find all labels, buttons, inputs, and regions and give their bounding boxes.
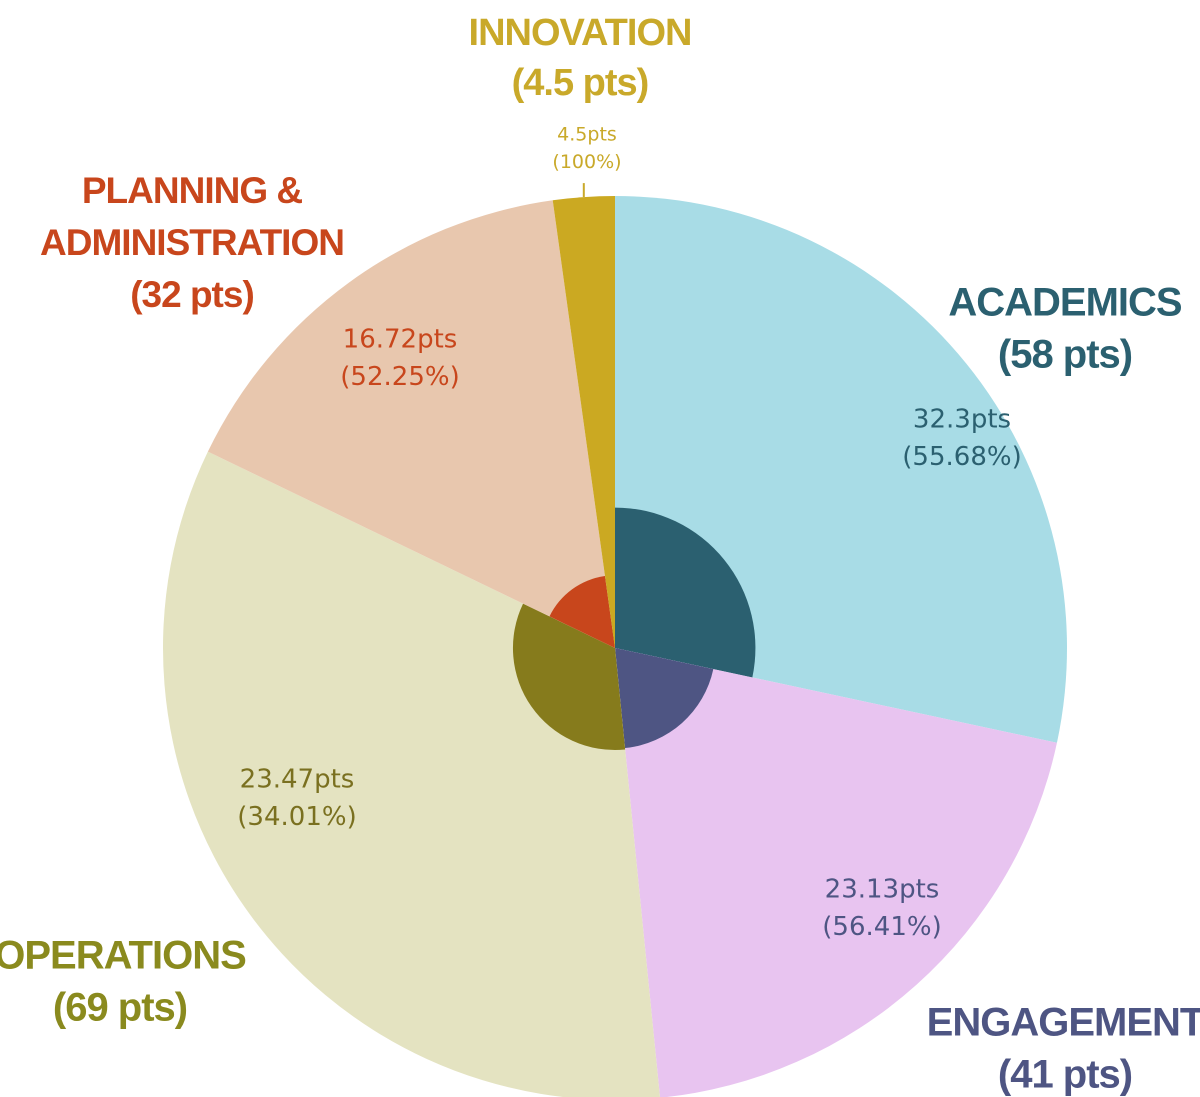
earned-label-planning-administration: 16.72pts bbox=[343, 325, 458, 355]
category-name-engagement: ENGAGEMENT bbox=[927, 1001, 1200, 1045]
category-name-planning-administration: PLANNING & bbox=[82, 170, 303, 211]
category-name-academics: ACADEMICS bbox=[948, 281, 1182, 325]
percent-label-engagement: (56.41%) bbox=[822, 912, 941, 942]
inner-slice-engagement bbox=[615, 648, 714, 749]
category-total-operations: (69 pts) bbox=[53, 986, 187, 1030]
outer-slice-innovation bbox=[552, 195, 615, 648]
category-name-operations: OPERATIONS bbox=[0, 934, 246, 978]
percent-label-innovation: (100%) bbox=[552, 151, 621, 173]
inner-slice-innovation bbox=[612, 628, 615, 648]
earned-label-innovation: 4.5pts bbox=[557, 124, 617, 146]
inner-slice-operations bbox=[512, 603, 626, 751]
percent-label-operations: (34.01%) bbox=[237, 802, 356, 832]
outer-slice-planning-administration bbox=[207, 200, 615, 648]
outer-slice-engagement bbox=[615, 648, 1057, 1097]
earned-label-academics: 32.3pts bbox=[913, 405, 1011, 435]
category-total-innovation: (4.5 pts) bbox=[512, 62, 649, 104]
category-name-innovation: INNOVATION bbox=[469, 12, 692, 54]
category-name-planning-administration: ADMINISTRATION bbox=[40, 222, 344, 263]
earned-label-engagement: 23.13pts bbox=[825, 875, 940, 905]
category-total-academics: (58 pts) bbox=[998, 333, 1132, 377]
earned-label-operations: 23.47pts bbox=[240, 765, 355, 795]
percent-label-planning-administration: (52.25%) bbox=[340, 362, 459, 392]
inner-slice-planning-administration bbox=[549, 576, 615, 648]
category-total-engagement: (41 pts) bbox=[998, 1053, 1132, 1097]
percent-label-academics: (55.68%) bbox=[902, 442, 1021, 472]
inner-slice-academics bbox=[615, 507, 756, 678]
category-total-planning-administration: (32 pts) bbox=[130, 274, 254, 315]
